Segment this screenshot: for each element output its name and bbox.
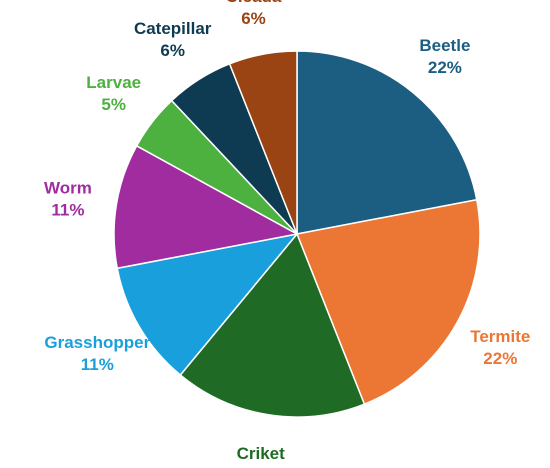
slice-label-termite: Termite 22% xyxy=(470,327,530,368)
pie-slice-worm xyxy=(113,144,300,270)
slice-label-catepillar: Catepillar 6% xyxy=(134,19,212,60)
slice-label-criket: Criket 17% xyxy=(237,444,286,468)
slice-label-larvae: Larvae 5% xyxy=(86,73,141,114)
slice-percent-worm: 11% xyxy=(51,201,84,220)
slice-name-larvae: Larvae xyxy=(86,73,141,92)
slice-label-worm: Worm 11% xyxy=(44,179,92,220)
slice-name-beetle: Beetle xyxy=(419,36,470,55)
slice-percent-beetle: 22% xyxy=(428,58,462,77)
slice-label-grasshopper: Grasshopper 11% xyxy=(44,333,150,374)
slice-percent-cicada: 6% xyxy=(241,9,266,28)
labels-layer: Beetle 22% Termite 22% Criket 17% Grasshopper 1… xyxy=(44,0,530,468)
slice-percent-catepillar: 6% xyxy=(160,41,185,60)
pie-slice-grasshopper xyxy=(116,232,299,377)
slice-percent-larvae: 5% xyxy=(101,95,126,114)
slice-percent-grasshopper: 11% xyxy=(81,355,114,374)
slice-name-cicada: Cicada xyxy=(226,0,282,6)
slice-name-worm: Worm xyxy=(44,179,92,198)
pie-slice-beetle xyxy=(296,50,478,235)
slice-percent-criket: 17% xyxy=(244,466,278,468)
slice-label-beetle: Beetle 22% xyxy=(419,36,470,77)
slice-name-catepillar: Catepillar xyxy=(134,19,212,38)
slice-name-grasshopper: Grasshopper xyxy=(44,333,150,352)
slice-percent-termite: 22% xyxy=(483,349,517,368)
pie-slice-cicada xyxy=(228,50,298,235)
slice-label-cicada: Cicada 6% xyxy=(226,0,282,28)
pie-slice-criket xyxy=(179,232,366,418)
slice-name-criket: Criket xyxy=(237,444,286,463)
pie-slice-termite xyxy=(295,198,481,406)
slices-layer xyxy=(113,50,481,418)
slice-name-termite: Termite xyxy=(470,327,530,346)
